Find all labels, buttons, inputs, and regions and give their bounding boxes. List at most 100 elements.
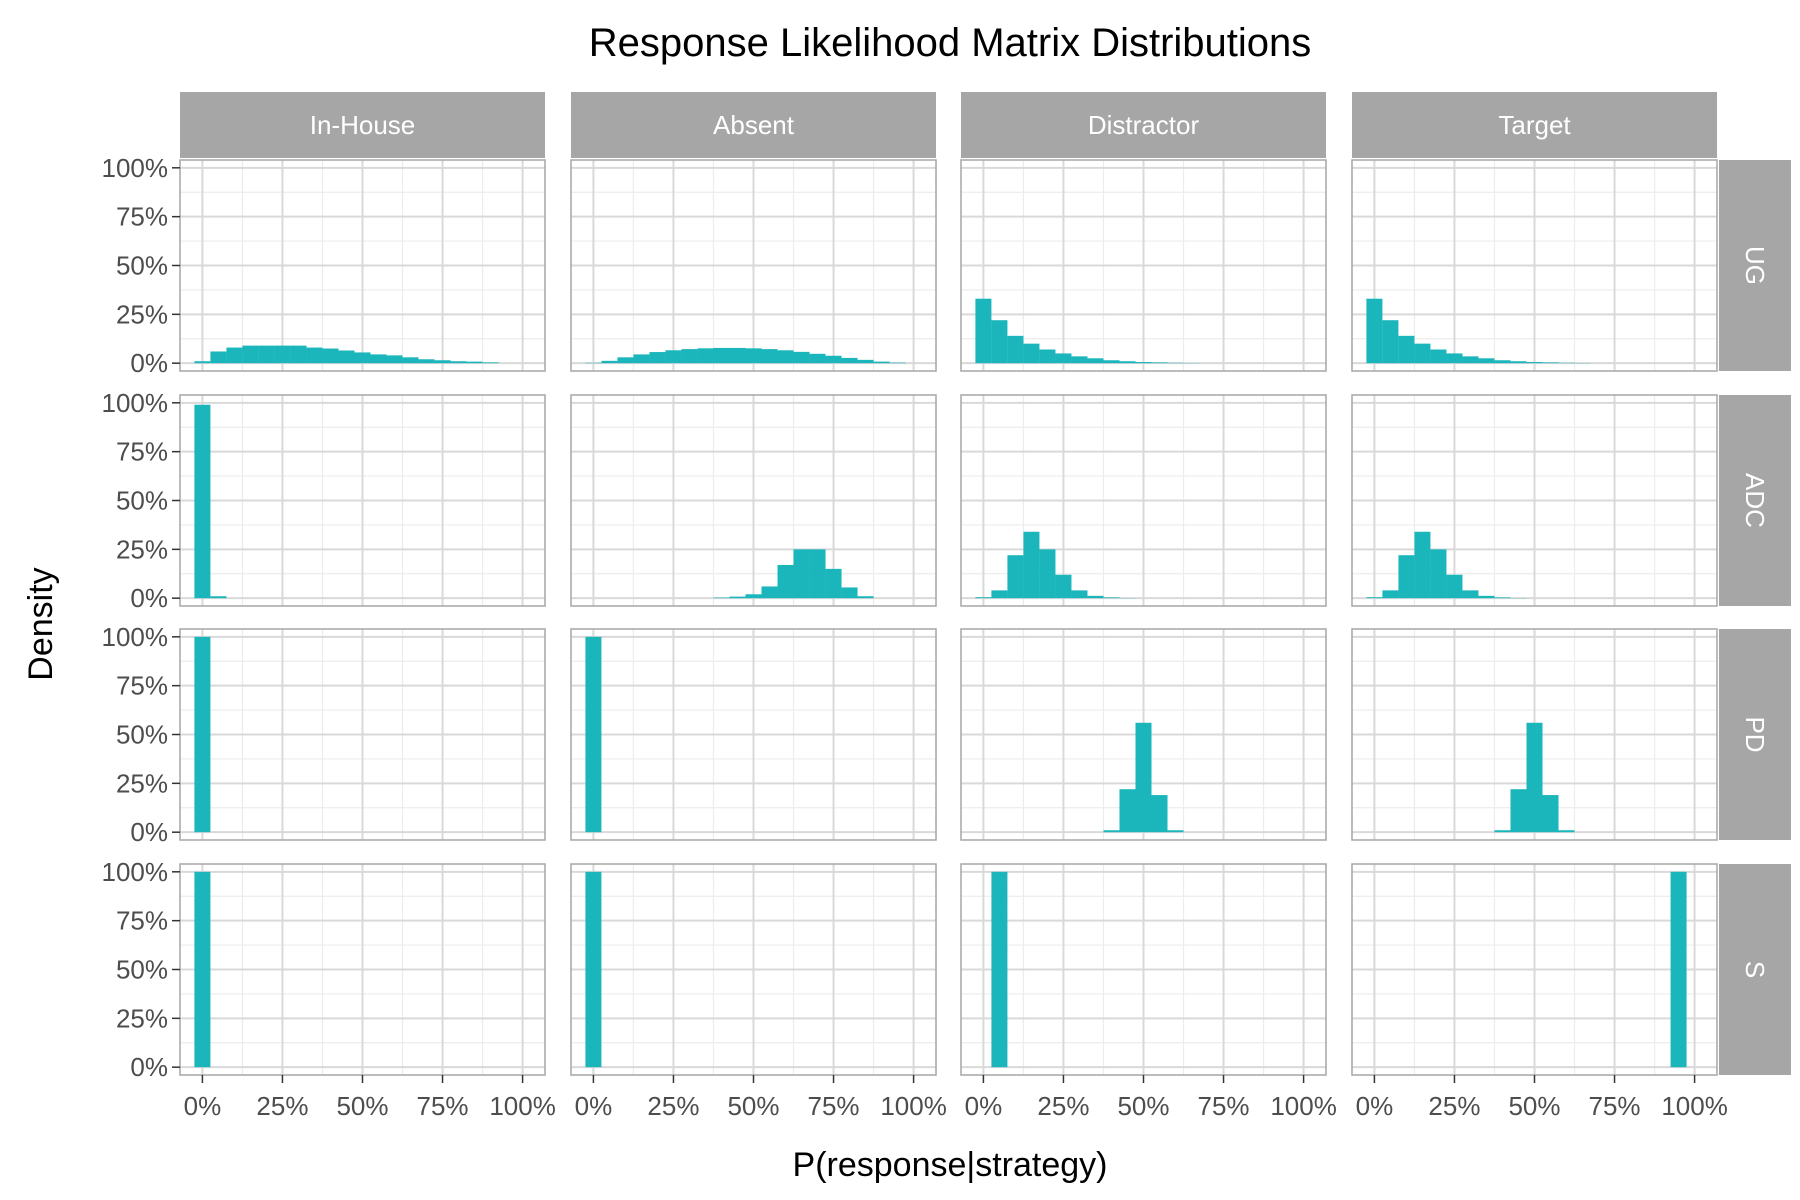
x-tick-label: 100% [880,1091,947,1121]
histogram-bar [1542,362,1559,364]
histogram-bar [450,361,467,364]
histogram-bar [1055,574,1072,599]
histogram-bar [793,351,810,364]
x-tick-label: 25% [1037,1091,1089,1121]
x-tick-label: 75% [808,1091,860,1121]
row-strip [1719,160,1791,371]
y-tick-label: 50% [116,720,168,750]
histogram-bar [1151,795,1168,833]
column-strip-label: Absent [713,110,795,140]
column-strip-label: Distractor [1088,110,1200,140]
y-tick-label: 75% [116,437,168,467]
histogram-bar [713,347,730,364]
histogram-bar [1007,335,1024,364]
panel-border [1351,394,1718,607]
histogram-bar [975,597,992,599]
histogram-bar [1103,597,1120,599]
histogram-bar [1055,353,1072,364]
row-strip-label: PD [1740,716,1770,752]
histogram-bar [1039,349,1056,364]
histogram-bar [991,320,1008,364]
facet-panel: 0% 25% 50% 75% 100% [102,153,546,378]
histogram-bar [1510,361,1527,364]
histogram-bar [697,348,714,364]
histogram-bar [1039,549,1056,599]
histogram-bar [1007,555,1024,599]
histogram-bar [745,594,762,599]
x-tick-label: 25% [1428,1091,1480,1121]
facet-panel: 0% 25% 50% 75% 100% [570,863,947,1121]
row-strip [1719,864,1791,1075]
facet-panel [570,394,937,607]
histogram-bar [585,636,602,833]
histogram-bar [386,355,403,364]
histogram-bar [1462,590,1479,599]
histogram-bar [338,350,355,364]
histogram-bar [873,361,890,364]
histogram-bar [1494,597,1511,599]
facet-panel [1351,628,1718,841]
x-tick-label: 50% [1508,1091,1560,1121]
histogram-bar [194,871,211,1068]
facet-panel: 0% 25% 50% 75% 100% [102,622,546,847]
histogram-bar [1087,358,1104,364]
histogram-bar [633,354,650,364]
histogram-bar [1103,830,1120,833]
histogram-bar [210,596,227,599]
histogram-bar [825,355,842,364]
histogram-bar [1446,353,1463,364]
x-tick-label: 0% [575,1091,613,1121]
y-tick-label: 50% [116,486,168,516]
x-tick-label: 75% [1589,1091,1641,1121]
histogram-bar [258,345,275,364]
facet-panel: 0% 25% 50% 75% 100% [1351,863,1728,1121]
histogram-bar [1023,343,1040,364]
facet-panel [960,628,1327,841]
histogram-bar [1135,722,1152,833]
panel-border [570,394,937,607]
row-strip-label: ADC [1740,473,1770,528]
y-tick-label: 25% [116,534,168,564]
chart-title: Response Likelihood Matrix Distributions [589,21,1312,65]
histogram-bar [1414,343,1431,364]
histogram-bar [745,348,762,364]
y-tick-label: 0% [130,817,168,847]
histogram-bar [793,549,810,599]
histogram-bar [617,357,634,364]
histogram-bar [809,353,826,364]
facet-panel: 0% 25% 50% 75% 100% 0% 25% 50% 75% 100% [102,857,556,1121]
x-tick-label: 100% [489,1091,556,1121]
histogram-bar [777,350,794,364]
panel-border [1351,628,1718,841]
facet-panel: 0% 25% 50% 75% 100% [960,863,1337,1121]
x-tick-label: 25% [647,1091,699,1121]
histogram-bar [889,362,906,364]
x-tick-label: 0% [184,1091,222,1121]
histogram-bar [1119,361,1136,364]
histogram-bar [1071,356,1088,364]
histogram-bar [1526,362,1543,364]
row-strip [1719,629,1791,840]
histogram-bar [649,352,666,364]
histogram-bar [761,586,778,599]
histogram-bar [354,352,371,364]
histogram-bar [681,349,698,364]
column-strip [961,92,1326,158]
histogram-bar [1558,830,1575,833]
histogram-bar [1366,597,1383,599]
histogram-bar [1135,362,1152,364]
x-tick-label: 0% [965,1091,1003,1121]
y-tick-label: 25% [116,768,168,798]
x-tick-label: 100% [1270,1091,1337,1121]
histogram-bar [402,357,419,364]
row-strip-label: S [1740,961,1770,978]
histogram-bar [1414,531,1431,599]
histogram-bar [1366,298,1383,364]
column-strip-label: In-House [310,110,416,140]
y-tick-label: 50% [116,251,168,281]
histogram-bar [1510,789,1527,833]
histogram-bar [1462,356,1479,364]
x-tick-label: 75% [1198,1091,1250,1121]
histogram-bar [1071,590,1088,599]
y-tick-label: 0% [130,583,168,613]
